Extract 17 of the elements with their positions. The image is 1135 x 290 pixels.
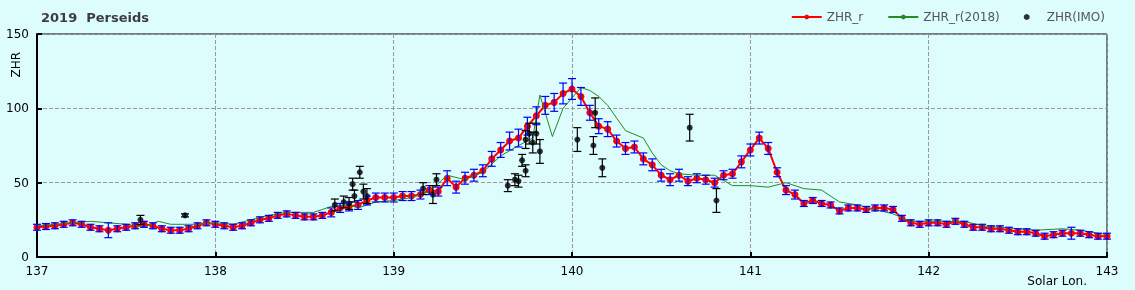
x-tick-label: 143 [1095,264,1119,278]
x-tick-label: 137 [25,264,49,278]
x-tick-label: 138 [203,264,227,278]
y-tick-label: 50 [13,175,29,190]
x-tick-label: 140 [560,264,584,278]
legend-label: ZHR_r(2018) [923,10,1000,24]
x-tick-label: 139 [382,264,406,278]
y-tick-label: 100 [6,101,29,116]
y-axis-title: ZHR [9,51,23,78]
y-tick-label: 150 [6,27,29,41]
legend-label: ZHR(IMO) [1046,10,1106,24]
text: Solar Lon. [1027,274,1088,288]
y-tick-label: 0 [21,250,29,264]
chart-title: 2019 Perseids [41,10,150,25]
legend-label: ZHR_r [826,10,864,24]
x-tick-label: 142 [917,264,941,278]
x-tick-label: 141 [738,264,762,278]
